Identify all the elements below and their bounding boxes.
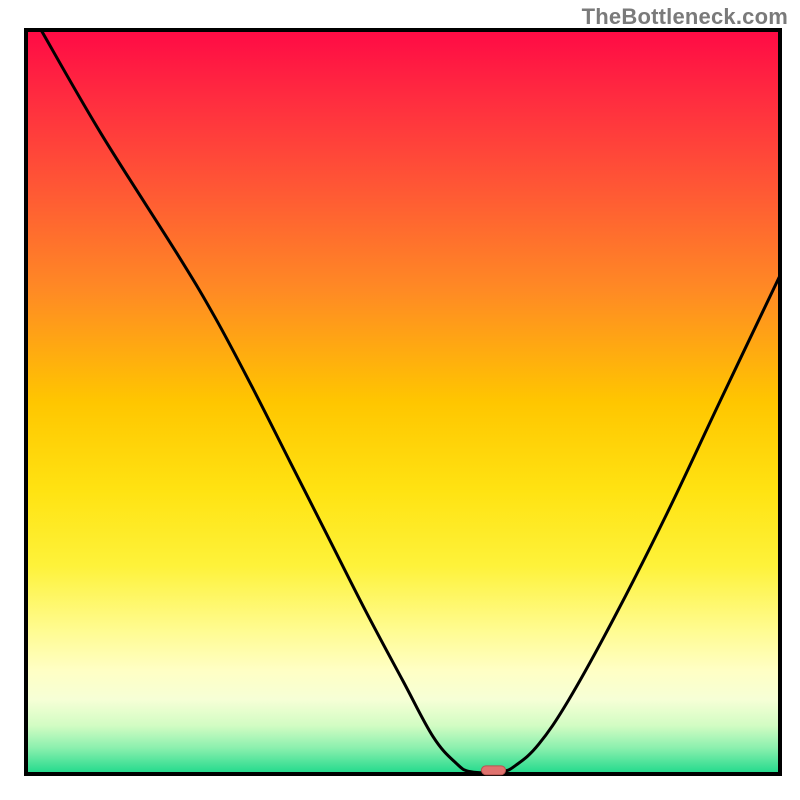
bottleneck-chart bbox=[0, 0, 800, 800]
plot-background bbox=[26, 30, 780, 774]
optimal-marker bbox=[481, 766, 505, 775]
